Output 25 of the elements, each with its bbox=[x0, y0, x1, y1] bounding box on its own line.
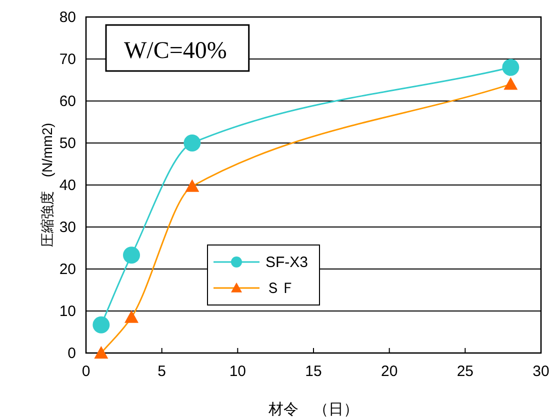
legend-label: ＳＦ bbox=[266, 280, 296, 297]
y-axis-title: 圧縮強度 (N/mm2) bbox=[39, 122, 55, 248]
legend-label: SF-X3 bbox=[266, 254, 308, 271]
point bbox=[184, 134, 201, 152]
point bbox=[502, 58, 520, 76]
y-tick-label: 70 bbox=[59, 51, 76, 68]
y-tick-label: 60 bbox=[59, 93, 76, 110]
x-tick-label: 10 bbox=[229, 363, 246, 380]
x-tick-label: 15 bbox=[305, 363, 322, 380]
y-tick-label: 50 bbox=[59, 135, 76, 152]
annotation: W/C=40% bbox=[124, 38, 227, 64]
point bbox=[92, 316, 110, 334]
x-tick-label: 25 bbox=[456, 363, 474, 380]
y-tick-label: 30 bbox=[59, 219, 76, 236]
y-tick-label: 40 bbox=[59, 177, 76, 194]
x-axis-title: 材令 （日） bbox=[268, 401, 358, 418]
point bbox=[123, 246, 140, 264]
x-tick-label: 20 bbox=[380, 363, 398, 380]
y-tick-label: 20 bbox=[59, 261, 76, 278]
x-tick-label: 30 bbox=[532, 363, 550, 380]
x-tick-label: 0 bbox=[82, 363, 90, 380]
y-tick-label: 80 bbox=[59, 9, 76, 26]
y-tick-label: 10 bbox=[59, 303, 76, 320]
y-tick-label: 0 bbox=[68, 345, 76, 362]
x-tick-label: 5 bbox=[158, 363, 166, 380]
